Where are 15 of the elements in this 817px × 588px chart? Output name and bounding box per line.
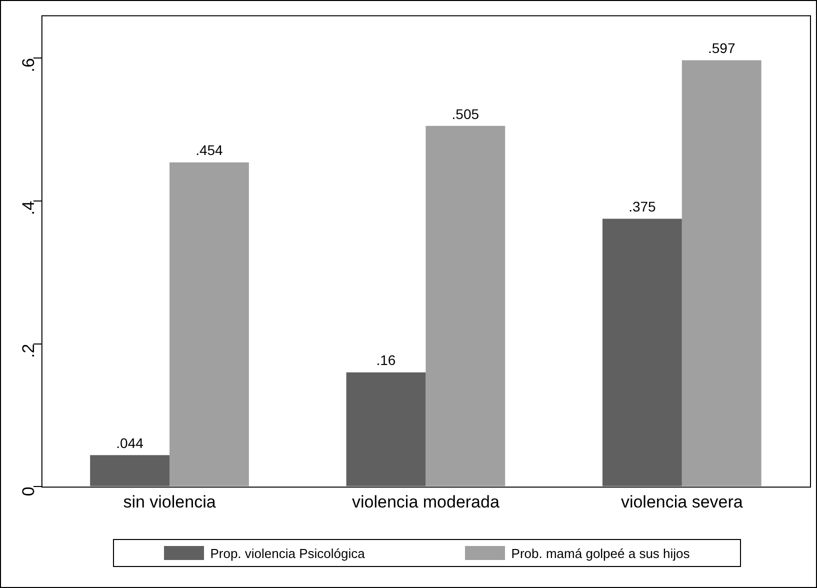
text: .16 [376, 352, 396, 368]
text: .044 [116, 435, 144, 452]
text: .597 [708, 40, 736, 56]
y-tick-label: .4 [19, 200, 38, 216]
y-tick-label: .2 [19, 344, 38, 358]
text: .375 [628, 198, 656, 215]
x-tick-label: violencia moderada [352, 492, 500, 512]
y-tick-label: .6 [19, 58, 38, 72]
y-tick-label: 0 [19, 486, 38, 496]
x-tick-label: violencia severa [620, 492, 744, 512]
text: .454 [196, 142, 223, 158]
x-tick-label: sin violencia [123, 492, 216, 512]
legend-label: Prop. violencia Psicológica [210, 546, 365, 560]
legend-label: Prob. mamá golpeé a sus hijos [511, 546, 690, 560]
text: .505 [452, 106, 480, 122]
